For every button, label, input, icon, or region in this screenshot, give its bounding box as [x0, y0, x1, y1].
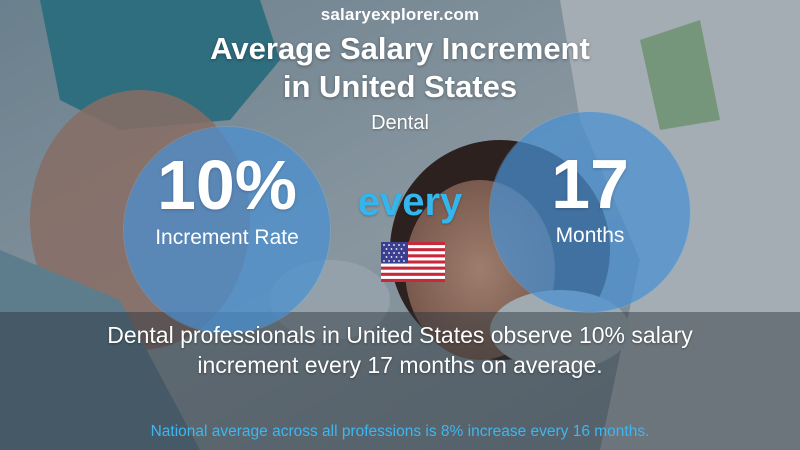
summary-line-1: Dental professionals in United States ob… [107, 322, 693, 348]
months-label: Months [555, 224, 625, 247]
months-value: 17 [551, 145, 629, 223]
months-circle: 17 Months [490, 112, 690, 312]
national-average-text: National average across all professions … [150, 423, 650, 440]
brand-part-3: .com [438, 5, 480, 24]
summary-text: Dental professionals in United States ob… [40, 320, 760, 380]
title-line-1: Average Salary Increment [210, 31, 590, 66]
every-connector: every [357, 180, 463, 224]
increment-rate-label: Increment Rate [155, 226, 299, 249]
bottom-band [0, 312, 800, 450]
profession-subtitle: Dental [371, 112, 429, 134]
increment-rate-value: 10% [156, 146, 298, 224]
summary-line-2: increment every 17 months on average. [197, 352, 603, 378]
brand-part-2: explorer [371, 5, 439, 24]
us-flag-icon [381, 242, 445, 282]
brand-logo[interactable]: salaryexplorer.com [0, 5, 800, 25]
title-line-2: in United States [282, 69, 518, 104]
page-title: Average Salary Increment in United State… [0, 30, 800, 106]
brand-part-1: salary [320, 5, 372, 24]
increment-rate-circle: 10% Increment Rate [124, 127, 330, 333]
